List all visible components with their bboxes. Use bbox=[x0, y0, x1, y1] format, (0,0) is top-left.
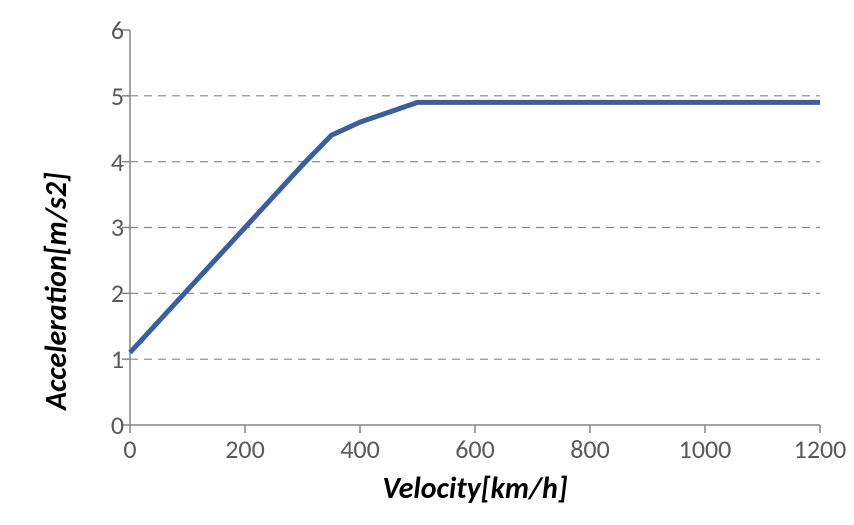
x-tick-label: 800 bbox=[555, 433, 625, 465]
x-axis-label: Velocity[km/h] bbox=[130, 470, 820, 507]
y-tick-label: 2 bbox=[74, 277, 124, 309]
x-tick-label: 1000 bbox=[665, 433, 745, 465]
y-axis-label: Acceleration[m/s2] bbox=[38, 40, 75, 410]
x-tick-label: 0 bbox=[105, 433, 155, 465]
y-tick-label: 6 bbox=[74, 14, 124, 46]
x-tick-label: 400 bbox=[325, 433, 395, 465]
x-tick-label: 600 bbox=[440, 433, 510, 465]
y-tick-label: 5 bbox=[74, 80, 124, 112]
y-tick-label: 1 bbox=[74, 343, 124, 375]
y-tick-label: 3 bbox=[74, 211, 124, 243]
line-chart: Acceleration[m/s2] Velocity[km/h] 6 5 4 … bbox=[0, 0, 854, 525]
y-tick-label: 4 bbox=[74, 146, 124, 178]
x-tick-label: 1200 bbox=[780, 433, 854, 465]
x-tick-label: 200 bbox=[210, 433, 280, 465]
